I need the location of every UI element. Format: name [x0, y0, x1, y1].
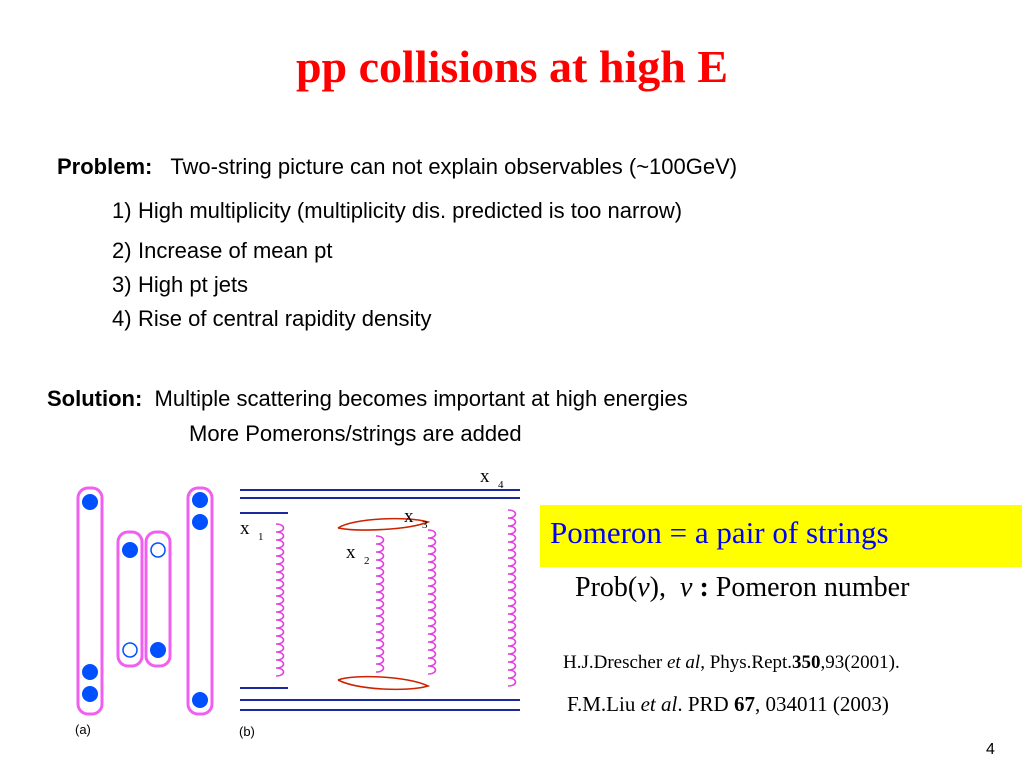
- diagram-b-label: (b): [239, 724, 255, 739]
- problem-item-3: 3) High pt jets: [112, 272, 248, 298]
- problem-item-text: Increase of mean pt: [138, 238, 333, 263]
- quark-dot: [192, 492, 208, 508]
- ref-etal: et al: [666, 652, 701, 673]
- quark-dot: [82, 686, 98, 702]
- problem-item-2: 2) Increase of mean pt: [112, 238, 332, 264]
- probability-formula: Prob(ν), ν : Pomeron number: [575, 572, 909, 604]
- x-label: x: [404, 506, 414, 527]
- ref-author: F.M.Liu: [567, 692, 641, 716]
- formula-nu: ν: [637, 572, 650, 603]
- quark-dot: [192, 692, 208, 708]
- problem-item-number: 1): [112, 198, 132, 223]
- formula-text: Pomeron number: [715, 572, 910, 603]
- quark-dot: [82, 664, 98, 680]
- quark-dot: [150, 642, 166, 658]
- string-coil: [275, 523, 285, 677]
- ref-volume: 67: [733, 692, 755, 716]
- string-tube: [116, 530, 144, 668]
- problem-item-number: 3): [112, 272, 132, 297]
- problem-text: Two-string picture can not explain obser…: [170, 154, 738, 179]
- ref-volume: 350: [792, 652, 821, 673]
- ref-pages: ,93(2001).: [820, 652, 900, 673]
- problem-item-number: 4): [112, 306, 132, 331]
- problem-item-1: 1) High multiplicity (multiplicity dis. p…: [112, 198, 682, 224]
- x-subscript: 2: [364, 555, 370, 567]
- quark-dot: [122, 542, 138, 558]
- antiquark-dot: [122, 642, 138, 658]
- problem-item-text: High multiplicity (multiplicity dis. pre…: [138, 198, 683, 223]
- ref-author: H.J.Drescher: [563, 652, 667, 673]
- x-subscript: 1: [258, 531, 264, 543]
- formula-close: ),: [649, 572, 666, 603]
- slide-title: pp collisions at high E: [295, 41, 729, 92]
- problem-label: Problem:: [57, 154, 153, 179]
- ref-journal: , Phys.Rept.: [700, 652, 793, 673]
- reference-1: H.J.Drescher et al, Phys.Rept.350,93(200…: [563, 652, 900, 674]
- problem-item-text: High pt jets: [138, 272, 249, 297]
- pomeron-definition: Pomeron = a pair of strings: [550, 515, 889, 550]
- pomeron-highlight-box: [540, 505, 1022, 567]
- formula-colon: :: [699, 572, 709, 603]
- red-rung: [337, 517, 431, 531]
- antiquark-dot: [150, 542, 166, 558]
- solution-line: Solution: Multiple scattering becomes im…: [47, 386, 688, 412]
- solution-text-1: Multiple scattering becomes important at…: [154, 386, 688, 411]
- string-coil: [507, 509, 517, 687]
- x-subscript: 4: [498, 479, 504, 491]
- x-subscript: 3: [422, 519, 428, 531]
- page-number: 4: [986, 741, 995, 758]
- string-coil: [427, 529, 437, 675]
- quark-dot: [192, 514, 208, 530]
- red-rung: [337, 675, 431, 691]
- problem-line: Problem: Two-string picture can not expl…: [57, 154, 737, 180]
- x-label: x: [240, 518, 250, 539]
- solution-label: Solution:: [47, 386, 143, 411]
- ref-pages: , 034011 (2003): [754, 692, 889, 716]
- ref-etal: et al: [640, 692, 678, 716]
- problem-item-number: 2): [112, 238, 132, 263]
- diagram-a: [76, 486, 214, 716]
- diagram-b: x 1 x 2 x 3 x 4: [240, 468, 520, 711]
- string-tube: [76, 486, 104, 716]
- ref-journal: . PRD: [677, 692, 734, 716]
- problem-item-text: Rise of central rapidity density: [138, 306, 432, 331]
- problem-item-4: 4) Rise of central rapidity density: [112, 306, 431, 332]
- string-coil: [375, 535, 385, 673]
- diagram-a-label: (a): [75, 722, 91, 737]
- quark-dot: [82, 494, 98, 510]
- string-tube: [186, 486, 214, 716]
- formula-nu: ν: [680, 572, 693, 603]
- x-label: x: [346, 542, 356, 563]
- reference-2: F.M.Liu et al. PRD 67, 034011 (2003): [567, 692, 889, 717]
- x-label: x: [480, 468, 490, 487]
- string-tube: [144, 530, 172, 668]
- formula-prob: Prob(: [575, 572, 638, 603]
- solution-text-2: More Pomerons/strings are added: [189, 421, 522, 446]
